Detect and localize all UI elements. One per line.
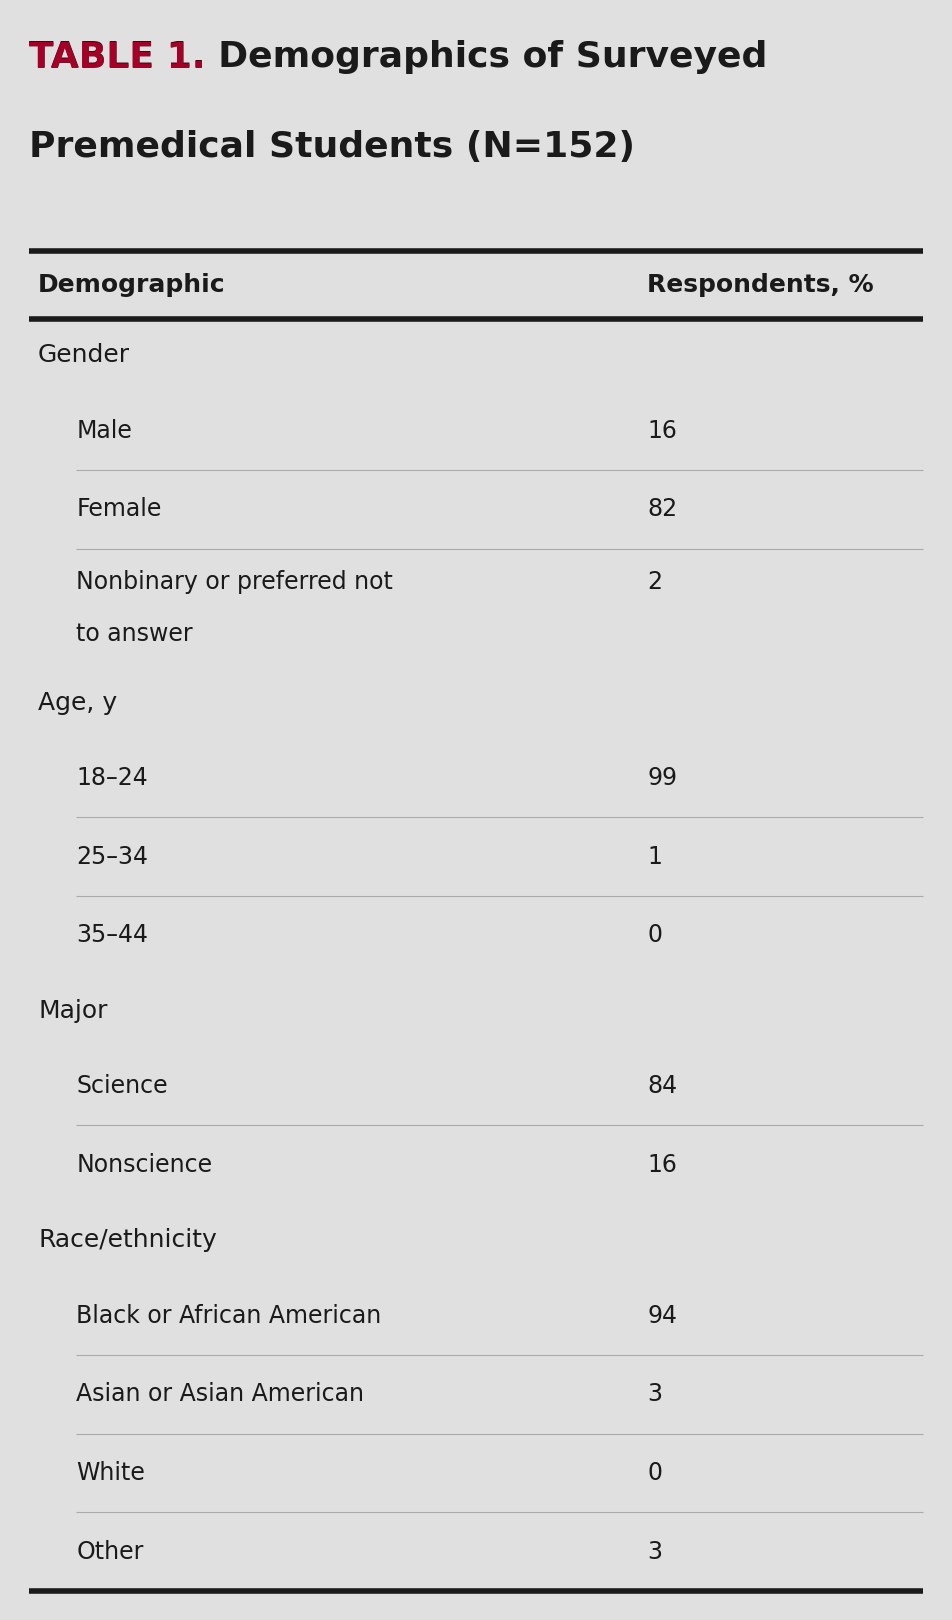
Text: Other: Other: [76, 1539, 144, 1563]
Text: Nonscience: Nonscience: [76, 1153, 212, 1176]
Text: 99: 99: [647, 766, 678, 791]
Text: 16: 16: [647, 1153, 677, 1176]
Text: Demographic: Demographic: [38, 274, 226, 296]
Text: 84: 84: [647, 1074, 678, 1098]
Text: to answer: to answer: [76, 622, 193, 646]
Text: 18–24: 18–24: [76, 766, 148, 791]
Text: 0: 0: [647, 923, 663, 948]
Text: Male: Male: [76, 418, 132, 442]
Text: White: White: [76, 1461, 145, 1486]
Text: Female: Female: [76, 497, 162, 522]
Text: Age, y: Age, y: [38, 690, 117, 714]
Text: Major: Major: [38, 1000, 108, 1022]
Text: Gender: Gender: [38, 343, 130, 368]
Text: Science: Science: [76, 1074, 168, 1098]
Text: 0: 0: [647, 1461, 663, 1486]
Text: Respondents, %: Respondents, %: [647, 274, 874, 296]
Text: TABLE 1. Demographics of Surveyed: TABLE 1. Demographics of Surveyed: [29, 40, 767, 75]
Text: Premedical Students (N=152): Premedical Students (N=152): [29, 130, 635, 164]
Text: 3: 3: [647, 1539, 663, 1563]
Text: TABLE 1.: TABLE 1.: [29, 40, 205, 75]
Text: 1: 1: [647, 844, 663, 868]
Text: 35–44: 35–44: [76, 923, 149, 948]
Text: 94: 94: [647, 1304, 678, 1327]
Text: 82: 82: [647, 497, 678, 522]
Text: Nonbinary or preferred not: Nonbinary or preferred not: [76, 570, 393, 593]
Text: Asian or Asian American: Asian or Asian American: [76, 1382, 365, 1406]
Text: 3: 3: [647, 1382, 663, 1406]
Text: Race/ethnicity: Race/ethnicity: [38, 1228, 217, 1252]
Text: 25–34: 25–34: [76, 844, 149, 868]
Text: Black or African American: Black or African American: [76, 1304, 382, 1327]
Text: 16: 16: [647, 418, 677, 442]
Text: 2: 2: [647, 570, 663, 593]
